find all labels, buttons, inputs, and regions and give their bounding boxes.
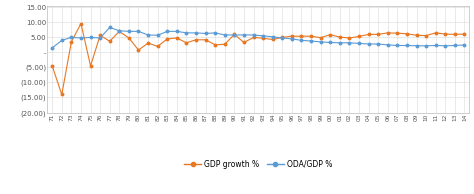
GDP growth % [289, 35, 295, 37]
ODA/GDP % [117, 30, 122, 32]
ODA/GDP % [366, 43, 372, 45]
GDP growth % [318, 36, 323, 39]
ODA/GDP % [203, 32, 209, 35]
ODA/GDP % [193, 32, 199, 34]
ODA/GDP % [328, 41, 333, 44]
GDP growth % [222, 43, 228, 45]
ODA/GDP % [251, 34, 256, 36]
GDP growth % [328, 34, 333, 36]
GDP growth % [299, 35, 304, 37]
ODA/GDP % [183, 32, 189, 34]
Legend: GDP growth %, ODA/GDP %: GDP growth %, ODA/GDP % [182, 157, 335, 172]
ODA/GDP % [442, 45, 448, 47]
GDP growth % [193, 39, 199, 41]
GDP growth % [107, 40, 112, 42]
GDP growth % [375, 33, 381, 36]
GDP growth % [183, 42, 189, 44]
GDP growth % [394, 32, 400, 34]
ODA/GDP % [346, 42, 352, 44]
ODA/GDP % [49, 47, 55, 49]
ODA/GDP % [88, 36, 93, 39]
ODA/GDP % [97, 37, 103, 39]
ODA/GDP % [69, 36, 74, 39]
GDP growth % [97, 34, 103, 36]
GDP growth % [442, 33, 448, 35]
GDP growth % [251, 36, 256, 39]
ODA/GDP % [433, 44, 438, 47]
ODA/GDP % [126, 30, 132, 33]
GDP growth % [241, 41, 247, 44]
GDP growth % [117, 30, 122, 33]
ODA/GDP % [155, 34, 161, 36]
ODA/GDP % [394, 44, 400, 47]
GDP growth % [385, 32, 391, 34]
ODA/GDP % [212, 32, 218, 34]
ODA/GDP % [308, 40, 314, 42]
ODA/GDP % [289, 38, 295, 40]
ODA/GDP % [385, 44, 391, 46]
ODA/GDP % [59, 39, 64, 42]
ODA/GDP % [404, 44, 410, 47]
GDP growth % [346, 37, 352, 39]
GDP growth % [212, 44, 218, 46]
GDP growth % [164, 38, 170, 40]
GDP growth % [78, 22, 84, 25]
ODA/GDP % [231, 34, 237, 36]
ODA/GDP % [107, 26, 112, 29]
ODA/GDP % [423, 45, 429, 47]
GDP growth % [433, 32, 438, 34]
ODA/GDP % [462, 44, 467, 46]
GDP growth % [126, 37, 132, 39]
ODA/GDP % [136, 30, 141, 33]
ODA/GDP % [280, 37, 285, 39]
GDP growth % [231, 33, 237, 36]
GDP growth % [174, 37, 180, 39]
ODA/GDP % [356, 42, 362, 45]
ODA/GDP % [452, 44, 458, 47]
ODA/GDP % [164, 30, 170, 33]
ODA/GDP % [78, 37, 84, 39]
GDP growth % [59, 93, 64, 96]
ODA/GDP % [241, 34, 247, 36]
ODA/GDP % [270, 36, 275, 38]
GDP growth % [69, 41, 74, 43]
Line: ODA/GDP %: ODA/GDP % [51, 26, 466, 49]
GDP growth % [260, 37, 266, 39]
GDP growth % [88, 65, 93, 67]
Line: GDP growth %: GDP growth % [51, 22, 466, 96]
GDP growth % [145, 42, 151, 44]
GDP growth % [462, 33, 467, 35]
GDP growth % [280, 36, 285, 39]
GDP growth % [414, 34, 419, 36]
ODA/GDP % [222, 34, 228, 36]
GDP growth % [423, 34, 429, 37]
GDP growth % [356, 35, 362, 38]
ODA/GDP % [414, 45, 419, 47]
GDP growth % [404, 33, 410, 35]
GDP growth % [308, 35, 314, 37]
ODA/GDP % [174, 30, 180, 33]
GDP growth % [49, 65, 55, 67]
GDP growth % [203, 39, 209, 41]
GDP growth % [366, 33, 372, 36]
GDP growth % [452, 33, 458, 36]
GDP growth % [337, 36, 343, 38]
GDP growth % [155, 45, 161, 48]
ODA/GDP % [375, 43, 381, 45]
GDP growth % [136, 49, 141, 51]
ODA/GDP % [299, 39, 304, 42]
ODA/GDP % [145, 34, 151, 36]
ODA/GDP % [260, 35, 266, 37]
ODA/GDP % [337, 42, 343, 44]
GDP growth % [270, 38, 275, 41]
ODA/GDP % [318, 41, 323, 43]
